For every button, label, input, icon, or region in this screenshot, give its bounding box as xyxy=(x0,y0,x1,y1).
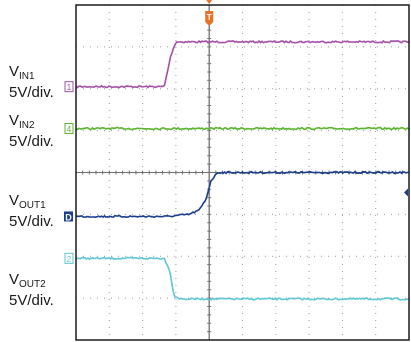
marker-box xyxy=(64,252,74,264)
channel-markers: 1 4 D 2 T xyxy=(64,0,408,264)
label-vout2: VOUT2 5V/div. xyxy=(9,271,54,309)
trace-vout1 xyxy=(75,170,409,219)
marker-box xyxy=(64,123,74,135)
channel-marker-vin2: 4 xyxy=(64,123,74,135)
trigger-marker: T xyxy=(205,0,214,26)
channel-marker-vout2: 2 xyxy=(64,252,74,264)
trace-vout2 xyxy=(75,256,410,301)
label-vout1: VOUT1 5V/div. xyxy=(9,192,54,230)
marker-box xyxy=(64,211,73,222)
trace-vin1 xyxy=(75,39,410,89)
trigger-top-arrow xyxy=(206,0,213,4)
label-vin1: VIN1 5V/div. xyxy=(9,63,54,101)
label-vin2: VIN2 5V/div. xyxy=(9,112,54,150)
traces xyxy=(75,39,410,301)
trigger-badge xyxy=(205,11,214,26)
marker-text: 1 xyxy=(67,83,72,92)
marker-box xyxy=(64,81,74,93)
channel-marker-vout1: D xyxy=(64,211,73,222)
screen-frame xyxy=(75,4,410,341)
marker-text: 4 xyxy=(67,125,72,134)
marker-text: D xyxy=(65,212,72,222)
marker-text: 2 xyxy=(67,255,72,264)
channel-marker-vin1: 1 xyxy=(64,81,74,93)
right-edge-marker xyxy=(404,188,408,197)
trace-vin2 xyxy=(75,126,410,131)
trigger-text: T xyxy=(207,13,212,22)
